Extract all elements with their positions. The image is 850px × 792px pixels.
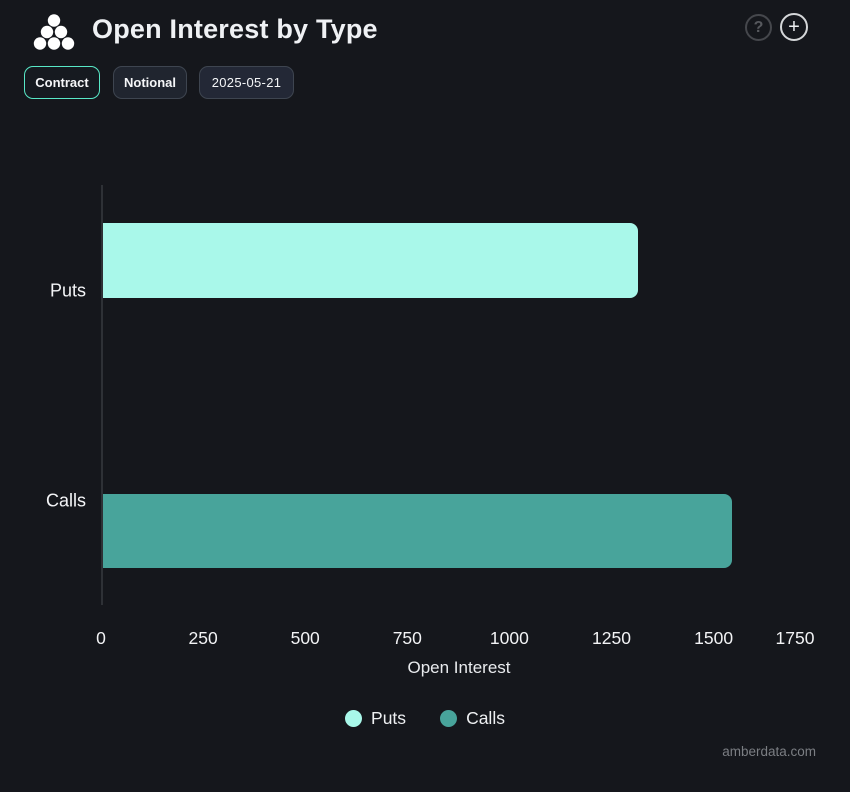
x-tick-label: 1250 xyxy=(592,628,631,648)
contract-toggle-button[interactable]: Contract xyxy=(24,66,100,99)
x-tick-label: 750 xyxy=(392,628,422,648)
x-axis-title: Open Interest xyxy=(407,658,511,677)
legend-item-puts[interactable]: Puts xyxy=(345,708,406,729)
legend-item-calls[interactable]: Calls xyxy=(440,708,505,729)
page-title: Open Interest by Type xyxy=(92,14,378,44)
legend: Puts Calls xyxy=(0,708,850,729)
notional-toggle-button[interactable]: Notional xyxy=(113,66,187,99)
legend-label: Calls xyxy=(466,708,505,728)
question-mark-icon: ? xyxy=(753,18,764,36)
x-tick-label: 1750 xyxy=(775,628,815,648)
category-label-puts: Puts xyxy=(49,280,86,301)
bar-puts[interactable] xyxy=(103,223,638,298)
amberdata-logo-icon xyxy=(33,14,75,50)
watermark: amberdata.com xyxy=(722,744,816,759)
legend-swatch-icon xyxy=(440,710,458,727)
x-tick-label: 1500 xyxy=(694,628,734,648)
bar-calls[interactable] xyxy=(103,494,732,568)
plus-icon: + xyxy=(788,16,800,38)
x-tick-label: 1000 xyxy=(489,628,529,648)
legend-label: Puts xyxy=(371,708,407,728)
help-button[interactable]: ? xyxy=(745,14,772,41)
category-label-calls: Calls xyxy=(45,490,86,511)
x-tick-label: 500 xyxy=(290,628,320,648)
legend-swatch-icon xyxy=(345,710,363,727)
y-axis-line xyxy=(101,185,103,605)
x-tick-label: 250 xyxy=(188,628,218,648)
add-button[interactable]: + xyxy=(780,13,808,41)
x-tick-label: 0 xyxy=(96,628,106,648)
expiration-date-button[interactable]: 2025-05-21 xyxy=(199,66,294,99)
